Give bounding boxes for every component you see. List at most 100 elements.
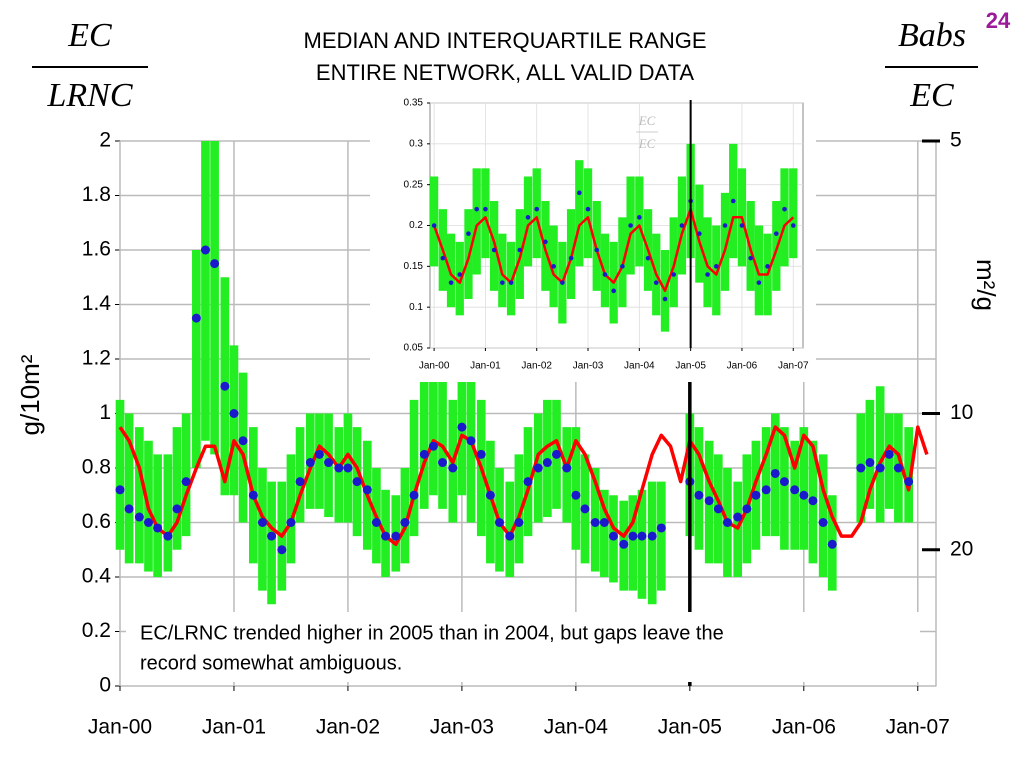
- data-point: [779, 477, 789, 487]
- iqr-band: [258, 468, 267, 591]
- iqr-band: [772, 201, 781, 291]
- data-point: [448, 280, 454, 285]
- iqr-band: [334, 427, 344, 523]
- y-tick-label: 1.2: [82, 347, 111, 370]
- data-point: [774, 231, 779, 236]
- iqr-band: [238, 372, 248, 523]
- iqr-band: [135, 427, 144, 564]
- chart-title: MEDIAN AND INTERQUARTILE RANGE: [304, 28, 707, 53]
- iqr-band: [409, 399, 419, 537]
- y-tick-label: 0.15: [404, 261, 424, 272]
- data-point: [352, 477, 362, 487]
- data-point: [562, 463, 572, 473]
- data-point: [751, 490, 761, 500]
- data-point: [500, 280, 505, 285]
- data-point: [620, 264, 625, 269]
- data-point: [295, 477, 305, 487]
- data-point: [514, 518, 524, 527]
- iqr-band: [780, 168, 789, 267]
- y-tick-label: 0.2: [82, 619, 111, 642]
- iqr-band: [446, 233, 456, 308]
- data-point: [608, 531, 618, 541]
- data-point: [191, 313, 201, 323]
- data-point: [419, 449, 429, 459]
- iqr-band: [163, 454, 173, 572]
- y2-tick-label: 20: [950, 537, 973, 560]
- data-point: [172, 504, 182, 514]
- data-point: [457, 422, 467, 432]
- data-point: [637, 215, 642, 220]
- x-tick-label: Jan-07: [886, 716, 950, 739]
- iqr-band: [637, 489, 647, 599]
- x-tick-label: Jan-03: [430, 716, 494, 739]
- fraction-numerator: EC: [67, 17, 112, 54]
- data-point: [200, 245, 210, 255]
- median-line: [432, 207, 795, 293]
- data-point: [181, 477, 191, 487]
- iqr-band: [865, 399, 875, 509]
- data-point: [656, 523, 666, 533]
- iqr-band: [286, 454, 296, 564]
- x-tick-label: Jan-04: [624, 361, 655, 372]
- data-point: [448, 463, 458, 473]
- x-tick-label: Jan-05: [658, 716, 722, 739]
- iqr-band: [486, 440, 495, 564]
- iqr-band: [875, 386, 885, 523]
- data-point: [362, 485, 372, 495]
- iqr-band: [694, 427, 704, 550]
- x-tick-label: Jan-06: [772, 716, 836, 739]
- data-point: [599, 518, 609, 527]
- data-point: [286, 518, 296, 527]
- data-point: [733, 512, 743, 522]
- iqr-band: [884, 413, 894, 509]
- y-tick-label: 0.8: [82, 456, 111, 479]
- iqr-band: [124, 413, 134, 564]
- x-tick-label: Jan-01: [470, 361, 501, 372]
- iqr-band: [419, 345, 429, 509]
- inset-chart: 0.05 0.1 0.15 0.2 0.25 0.3 0.35 Jan-00 Jan-01 Jan…: [370, 96, 816, 382]
- iqr-band: [172, 427, 182, 550]
- data-point: [590, 518, 600, 527]
- data-point: [748, 255, 753, 261]
- data-point: [722, 518, 732, 527]
- y-tick-label: 0.4: [82, 565, 112, 588]
- data-point: [893, 463, 903, 473]
- data-point: [790, 223, 796, 228]
- data-point: [713, 504, 723, 514]
- y-tick-label: 1.4: [82, 292, 112, 315]
- data-point: [381, 531, 391, 541]
- iqr-band: [799, 427, 809, 550]
- data-point: [534, 206, 540, 212]
- data-point: [856, 463, 866, 473]
- data-point: [343, 463, 353, 473]
- y-tick-label: 0.6: [82, 510, 111, 533]
- data-point: [770, 468, 780, 478]
- data-point: [713, 264, 719, 269]
- data-point: [143, 518, 153, 527]
- fraction-denominator: LRNC: [46, 77, 132, 114]
- data-point: [523, 477, 533, 487]
- data-point: [637, 531, 647, 541]
- iqr-band: [532, 168, 541, 259]
- data-point: [628, 223, 633, 228]
- iqr-band: [229, 345, 239, 496]
- y-tick-label: 0.1: [409, 302, 423, 313]
- data-point: [704, 496, 714, 506]
- data-point: [153, 523, 163, 533]
- iqr-band: [703, 217, 712, 308]
- x-tick-label: Jan-07: [778, 361, 809, 372]
- iqr-band: [210, 141, 219, 455]
- data-point: [551, 449, 561, 459]
- data-point: [440, 255, 446, 261]
- x-tick-label: Jan-02: [316, 716, 380, 739]
- y-tick-label: 2: [99, 129, 111, 152]
- data-point: [756, 280, 762, 285]
- data-point: [577, 190, 582, 196]
- data-point: [611, 288, 616, 294]
- data-point: [799, 490, 809, 500]
- iqr-band: [505, 481, 515, 577]
- iqr-band: [789, 168, 798, 259]
- iqr-band: [818, 454, 828, 577]
- data-point: [742, 504, 752, 514]
